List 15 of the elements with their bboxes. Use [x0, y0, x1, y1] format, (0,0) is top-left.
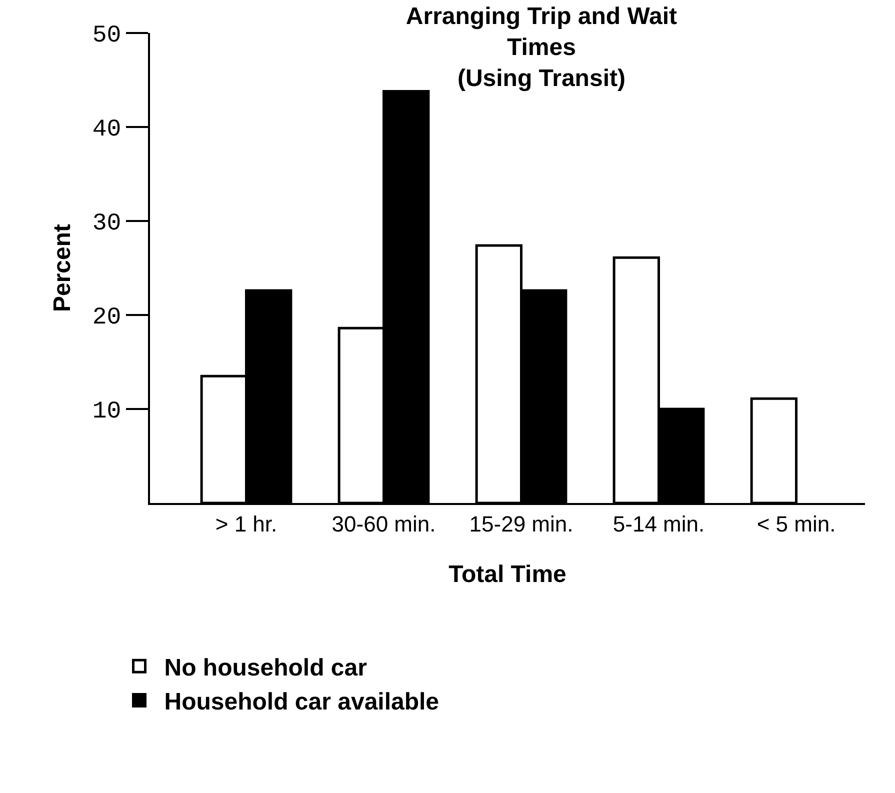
x-tick-label: 15-29 min.: [469, 511, 574, 536]
y-tick-label: 50: [92, 22, 122, 50]
x-tick-label: > 1 hr.: [215, 511, 278, 536]
y-tick-label: 30: [92, 210, 122, 238]
y-tick-label: 40: [92, 116, 122, 144]
x-tick-label: 30-60 min.: [332, 511, 436, 536]
y-tick-label: 10: [92, 398, 122, 426]
y-axis-title: Percent: [48, 224, 76, 312]
chart-title: Arranging Trip and Wait Times (Using Transit): [406, 2, 678, 92]
y-tick-label: 20: [92, 304, 122, 332]
legend-label: Household car available: [164, 688, 440, 716]
x-axis-title: Total Time: [448, 561, 566, 588]
x-tick-label: 5-14 min.: [612, 511, 705, 536]
legend-label: No household car: [164, 654, 367, 682]
x-tick-label: < 5 min.: [756, 511, 836, 536]
